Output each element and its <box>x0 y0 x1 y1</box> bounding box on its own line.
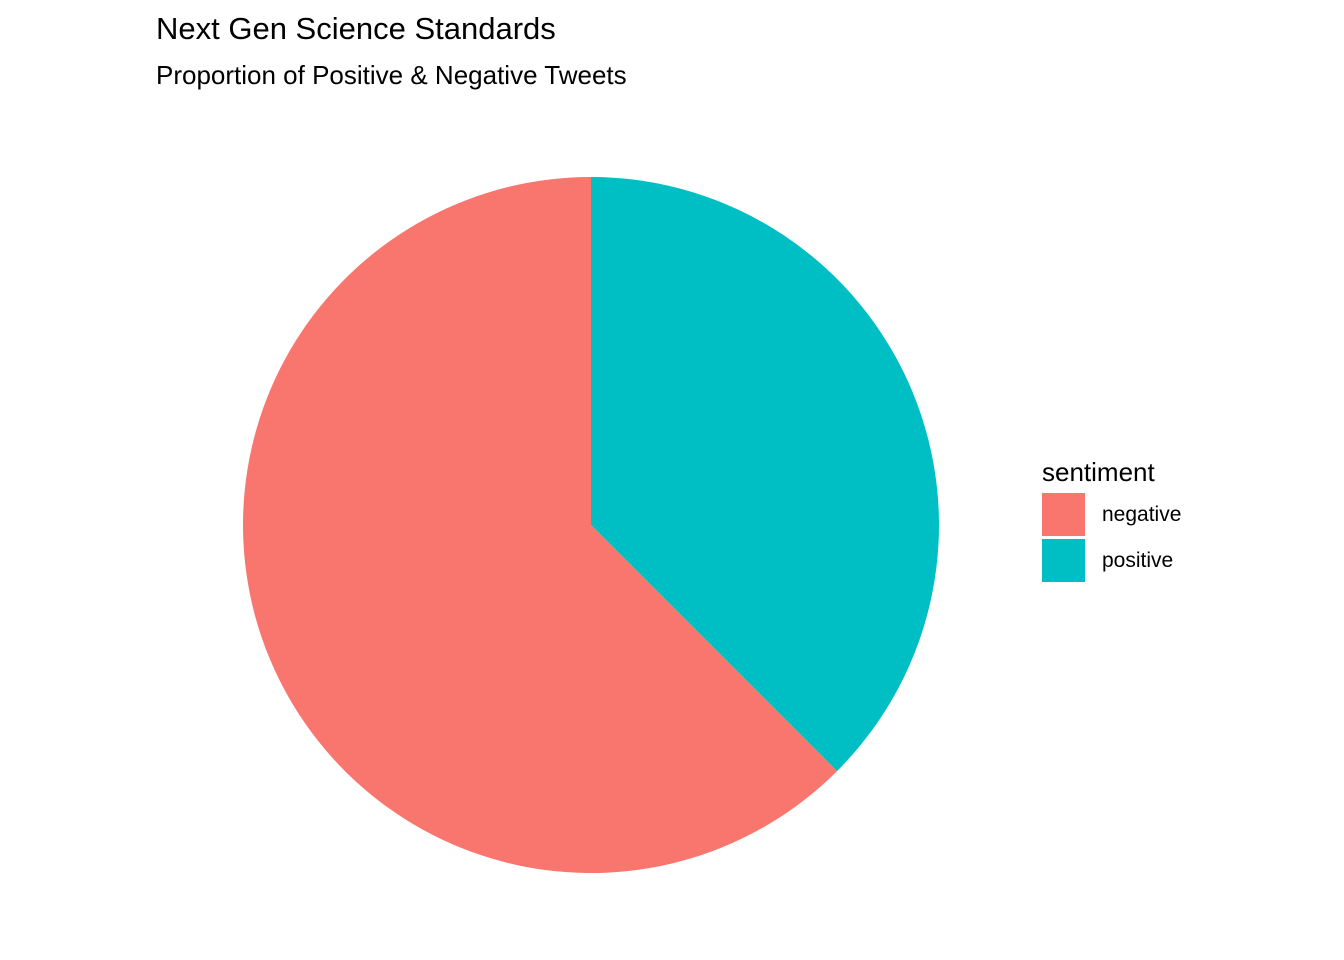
pie-slice-positive <box>591 177 939 772</box>
chart-subtitle: Proportion of Positive & Negative Tweets <box>156 60 627 90</box>
pie-slices <box>242 177 939 873</box>
pie-slice-negative <box>242 177 838 873</box>
legend-label-positive: positive <box>1102 549 1174 572</box>
legend-key-positive <box>1042 539 1085 582</box>
legend-item-negative: negative <box>1042 490 1181 536</box>
legend-key-negative <box>1042 493 1085 536</box>
legend: sentiment negative positive <box>1042 454 1181 582</box>
legend-title: sentiment <box>1042 457 1155 487</box>
legend-item-positive: positive <box>1042 536 1173 582</box>
chart-title: Next Gen Science Standards <box>156 11 556 46</box>
legend-label-negative: negative <box>1102 503 1182 526</box>
